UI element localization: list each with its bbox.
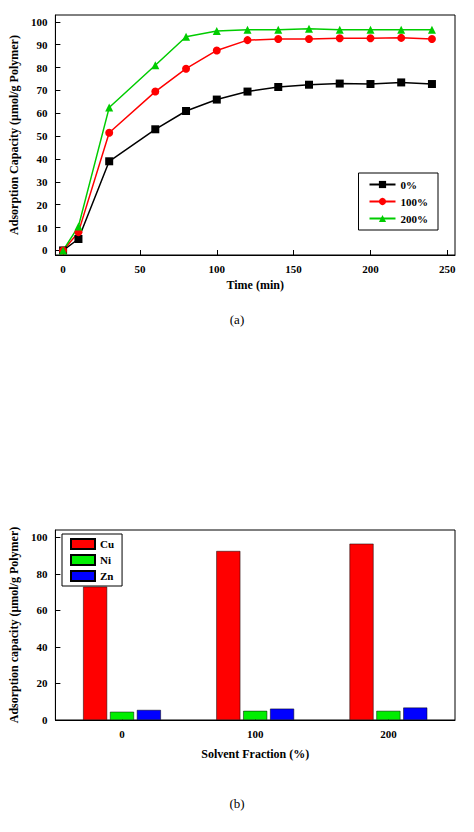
svg-text:(a): (a) bbox=[230, 312, 244, 327]
svg-text:100: 100 bbox=[247, 728, 264, 740]
svg-text:100%: 100% bbox=[401, 196, 429, 208]
svg-text:10: 10 bbox=[36, 222, 48, 234]
svg-text:(b): (b) bbox=[229, 796, 244, 811]
svg-text:0: 0 bbox=[119, 728, 125, 740]
svg-text:60: 60 bbox=[36, 107, 48, 119]
svg-text:200: 200 bbox=[362, 263, 379, 275]
svg-text:80: 80 bbox=[36, 568, 48, 580]
svg-text:250: 250 bbox=[439, 263, 456, 275]
svg-text:20: 20 bbox=[36, 199, 48, 211]
svg-text:40: 40 bbox=[36, 641, 48, 653]
svg-text:0: 0 bbox=[42, 244, 48, 256]
svg-text:0: 0 bbox=[60, 263, 66, 275]
svg-text:Solvent Fraction (%): Solvent Fraction (%) bbox=[201, 747, 309, 761]
svg-text:20: 20 bbox=[36, 677, 48, 689]
svg-text:90: 90 bbox=[36, 39, 48, 51]
svg-text:50: 50 bbox=[36, 130, 48, 142]
svg-text:Zn: Zn bbox=[100, 570, 113, 582]
svg-text:Ni: Ni bbox=[100, 554, 111, 566]
svg-text:100: 100 bbox=[31, 16, 48, 28]
svg-text:0%: 0% bbox=[401, 179, 418, 191]
svg-text:200: 200 bbox=[380, 728, 397, 740]
svg-text:100: 100 bbox=[209, 263, 226, 275]
svg-text:80: 80 bbox=[36, 62, 48, 74]
svg-text:0: 0 bbox=[42, 714, 48, 726]
svg-text:100: 100 bbox=[31, 531, 48, 543]
svg-text:Adsorption Capacity (μmol/g Po: Adsorption Capacity (μmol/g Polymer) bbox=[7, 35, 21, 235]
svg-text:150: 150 bbox=[285, 263, 302, 275]
svg-text:30: 30 bbox=[36, 176, 48, 188]
svg-text:40: 40 bbox=[36, 153, 48, 165]
svg-text:Adsorption capacity (μmol/g Po: Adsorption capacity (μmol/g Polymer) bbox=[7, 527, 21, 723]
svg-text:200%: 200% bbox=[401, 213, 429, 225]
svg-text:60: 60 bbox=[36, 604, 48, 616]
svg-text:50: 50 bbox=[134, 263, 146, 275]
svg-text:70: 70 bbox=[36, 84, 48, 96]
svg-text:Time (min): Time (min) bbox=[226, 278, 283, 292]
svg-text:Cu: Cu bbox=[100, 538, 114, 550]
